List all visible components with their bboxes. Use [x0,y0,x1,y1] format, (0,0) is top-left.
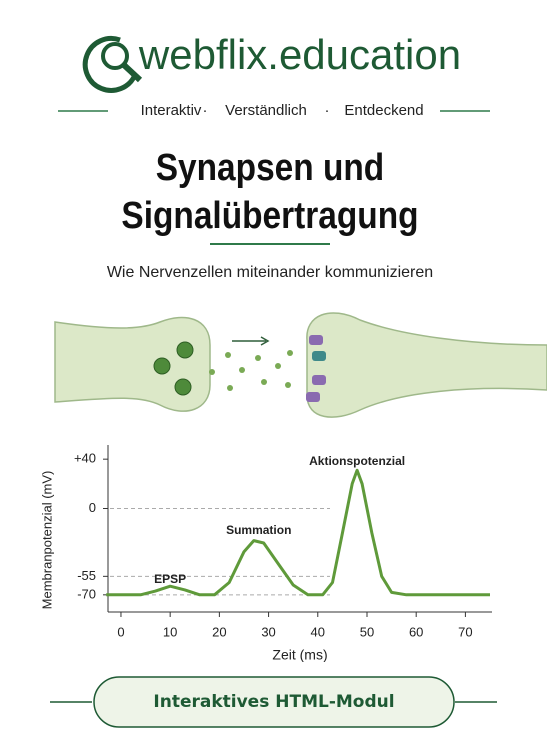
button-shape[interactable] [93,676,455,728]
title-line: Signalübertragung [121,194,418,236]
line-series [106,468,490,597]
brand: webflix.education [138,31,461,78]
tagline-item: Verständlich [225,102,307,119]
tagline-item: Interaktiv [141,102,202,119]
annotation: Aktionspotenzial [309,454,405,468]
y-tick-label: +40 [74,451,96,466]
y-axis-label: Membranpotenzial (mV) [39,471,54,610]
x-tick-label: 40 [311,624,325,639]
y-tick-label: 0 [89,500,96,515]
synapse-illustration [54,312,547,418]
module-button[interactable]: Interaktives HTML-Modul [93,676,455,728]
subtitle: Wie Nervenzellen miteinander kommunizier… [107,264,433,281]
x-tick-label: 30 [261,624,275,639]
title-line: Synapsen und [156,146,384,188]
y-tick-label: -70 [77,586,96,601]
dot: · [203,102,208,119]
logo-icon [82,35,143,93]
annotation: EPSP [154,572,186,586]
x-tick-label: 70 [458,624,472,639]
x-tick-label: 10 [163,624,177,639]
x-tick-label: 0 [117,624,124,639]
x-tick-label: 50 [360,624,374,639]
annotation: Summation [226,523,291,537]
dot: · [325,102,330,119]
tagline-item: Entdeckend [344,102,423,119]
x-axis-label: Zeit (ms) [272,647,327,663]
button-label[interactable]: Interaktives HTML-Modul [153,692,394,712]
x-tick-label: 20 [212,624,226,639]
x-tick-label: 60 [409,624,423,639]
chart: +40 0 -55 -70 0 10 20 30 40 50 60 70 EPSP Summation Ak… [74,451,490,639]
y-tick-label: -55 [77,568,96,583]
